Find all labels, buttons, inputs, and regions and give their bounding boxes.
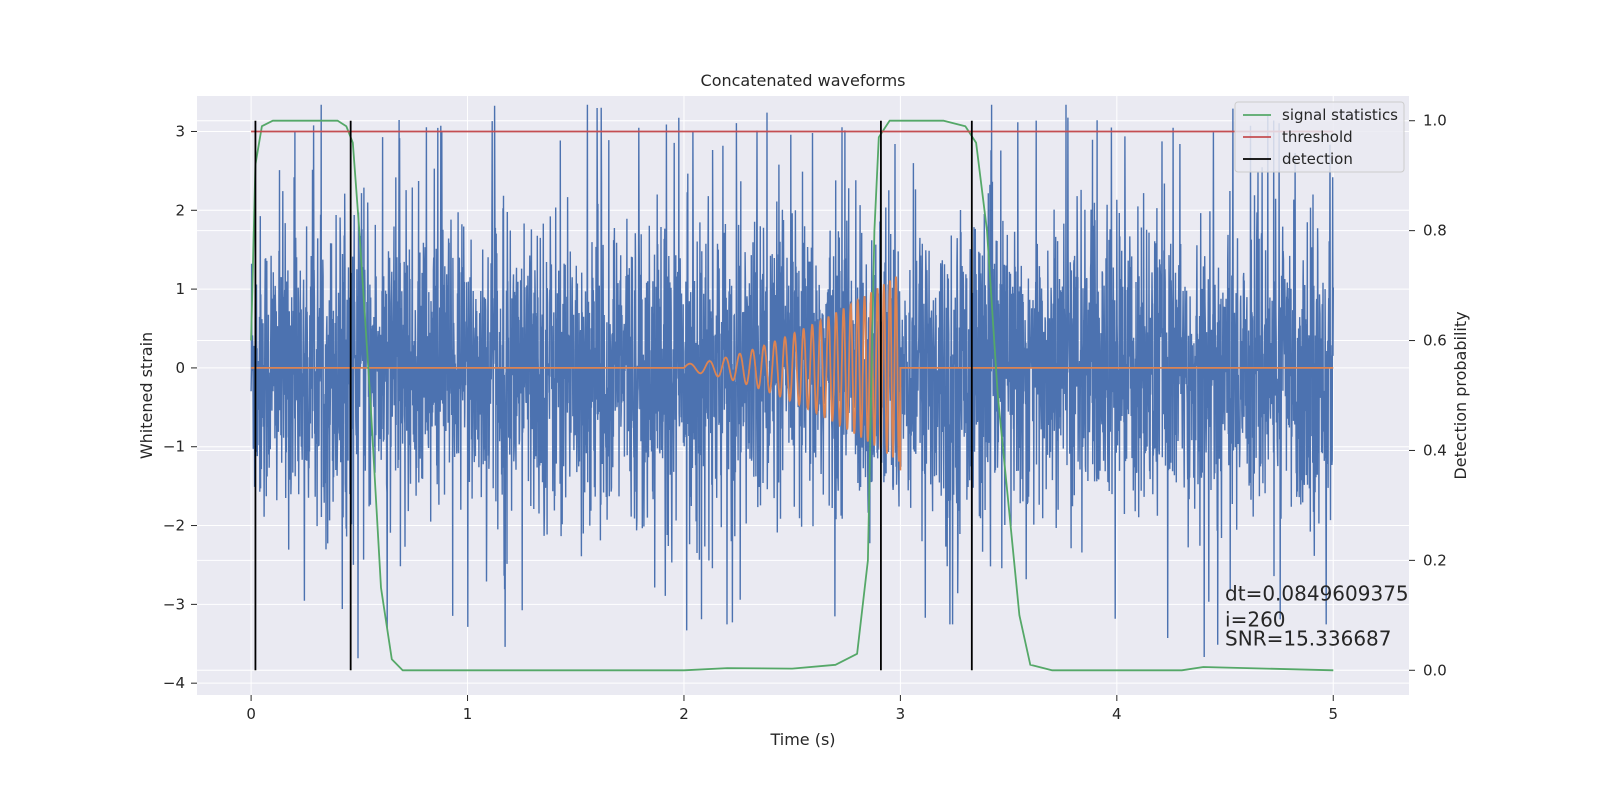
- legend-entry: signal statistics: [1282, 106, 1398, 124]
- legend-entry: threshold: [1282, 128, 1353, 146]
- y2-tick-label: 0.8: [1423, 222, 1447, 240]
- waveform-series-line: [251, 276, 1334, 471]
- signal-statistics-line: [250, 119, 1334, 672]
- y-tick-label: −1: [163, 438, 185, 456]
- chart-title: Concatenated waveforms: [701, 71, 906, 90]
- y-tick-label: −2: [163, 517, 185, 535]
- x-tick-label: 5: [1328, 705, 1338, 723]
- y2-tick-label: 0.4: [1423, 441, 1447, 459]
- x-tick-label: 4: [1112, 705, 1122, 723]
- y2-tick-label: 0.2: [1423, 551, 1447, 569]
- y-tick-label: −3: [163, 595, 185, 613]
- noise-series-line: [250, 104, 1334, 659]
- annotation-text: SNR=15.336687: [1225, 626, 1391, 650]
- y-tick-label: −4: [163, 674, 185, 692]
- annotation-text: dt=0.0849609375: [1225, 581, 1409, 605]
- y2-tick-label: 0.6: [1423, 332, 1447, 350]
- axes-layer: 0 1 2 3 4 5 −4 −3 −2 −1 0 1 2 3 0.0 0.2 0.4 0.6 0.8 1.0: [163, 112, 1447, 723]
- y-tick-label: 3: [175, 122, 185, 140]
- y2-axis-label: Detection probability: [1451, 311, 1470, 479]
- y-tick-label: 2: [175, 201, 185, 219]
- legend: signal statistics threshold detection: [1234, 101, 1405, 173]
- y-axis-label: Whitened strain: [137, 332, 156, 459]
- annotation-text: i=260: [1225, 607, 1286, 631]
- y2-tick-label: 1.0: [1423, 112, 1447, 130]
- legend-box: [1234, 101, 1405, 173]
- x-tick-label: 3: [896, 705, 906, 723]
- x-tick-label: 2: [679, 705, 689, 723]
- y-tick-label: 1: [175, 280, 185, 298]
- x-tick-label: 0: [246, 705, 256, 723]
- series-layer: [250, 104, 1334, 672]
- y-tick-label: 0: [175, 359, 185, 377]
- x-axis-label: Time (s): [769, 730, 835, 749]
- y2-tick-label: 0.0: [1423, 661, 1447, 679]
- legend-entry: detection: [1282, 150, 1353, 168]
- x-tick-label: 1: [463, 705, 473, 723]
